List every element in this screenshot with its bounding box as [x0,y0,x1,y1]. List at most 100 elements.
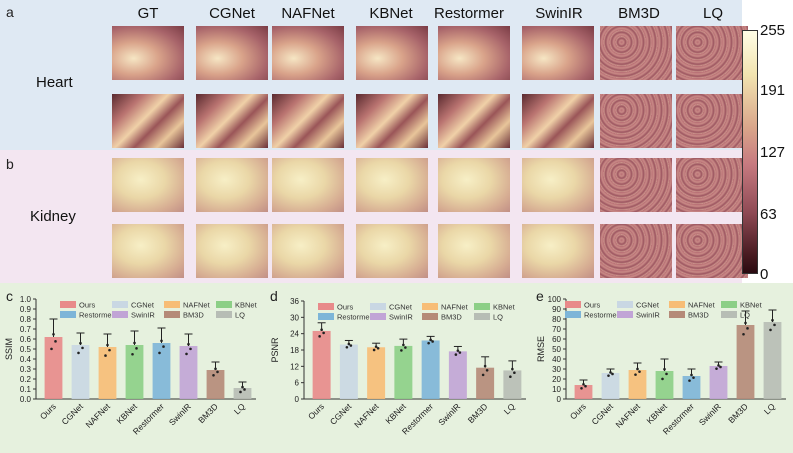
sample-point [717,364,720,367]
legend-label: Restormer [584,311,620,320]
legend-swatch [565,301,581,308]
bar-swinir [709,366,728,399]
x-tick-label: KBNet [114,401,139,426]
y-tick-label: 0.4 [20,355,32,364]
colorbar-tick-191: 191 [760,82,786,99]
x-tick-label: CGNet [59,401,85,427]
sample-point [79,341,82,345]
legend-label: NAFNet [183,301,211,310]
sample-point [431,340,434,343]
bar-kbnet [655,371,674,399]
sample-point [216,370,219,374]
sample-point [372,348,376,352]
image-tile [196,26,268,80]
y-tick-label: 90 [552,305,561,314]
sample-point [454,353,458,356]
x-tick-label: SwinIR [436,401,462,427]
bar-ours [312,330,331,399]
bar-restormer [421,340,440,399]
image-tile [272,224,344,278]
sample-point [456,349,460,352]
image-tile [272,158,344,212]
panel-letter-a: a [6,4,14,20]
y-tick-label: 0.7 [20,325,32,334]
bar-bm3d [206,370,225,399]
bar-cgnet [339,344,358,399]
legend-label: NAFNet [688,301,716,310]
y-tick-label: 30 [290,313,299,322]
bar-ours [44,337,63,399]
sample-point [773,323,776,327]
sample-point [77,351,80,355]
sample-point [483,364,487,368]
panel-letter-e: e [536,288,544,304]
x-tick-label: KBNet [383,401,408,426]
x-tick-label: KBNet [644,401,669,426]
sample-point [611,372,614,376]
sample-point [485,369,489,372]
y-tick-label: 0.8 [20,315,32,324]
legend-label: KBNet [235,301,258,310]
colorbar-tick-63: 63 [760,206,777,223]
sample-point [584,384,587,388]
y-tick-label: 0 [295,395,300,404]
legend-label: LQ [493,313,503,322]
bar-kbnet [394,345,413,399]
sample-point [404,346,407,349]
image-tile [356,158,428,212]
y-tick-label: 1.0 [20,295,32,304]
legend-swatch [318,313,334,320]
sample-point [376,346,380,350]
image-tile [112,158,184,212]
column-header-nafnet: NAFNet [281,5,335,22]
sample-point [54,340,57,343]
sample-point [688,379,691,382]
image-tile [676,158,748,212]
image-tile [196,224,268,278]
sample-point [661,377,664,381]
x-tick-label: NAFNet [83,401,112,430]
sample-point [609,371,612,374]
legend-label: SwinIR [131,311,155,320]
sample-point [634,373,637,376]
colorbar-tick-0: 0 [760,266,769,283]
image-tile [356,224,428,278]
sample-point [243,388,246,391]
sample-point [106,343,109,347]
image-tile [356,94,428,148]
sample-point [162,345,165,348]
sample-point [160,339,163,343]
sample-point [322,331,325,335]
sample-point [212,373,215,377]
image-tile [676,26,748,80]
y-tick-label: 60 [552,335,561,344]
sample-point [239,390,242,394]
legend-label: CGNet [389,303,413,312]
y-axis-label: RMSE [536,336,546,362]
y-tick-label: 80 [552,315,561,324]
sample-point [638,370,641,373]
sample-point [402,343,405,347]
sample-point [52,333,55,336]
legend-swatch [669,311,685,318]
y-tick-label: 30 [552,365,561,374]
sample-point [746,327,749,330]
sample-point [50,347,53,351]
row-label-kidney: Kidney [30,208,76,225]
sample-point [458,351,462,354]
legend-swatch [565,311,581,318]
sample-point [81,346,84,350]
image-tile [196,158,268,212]
image-tile [438,26,510,80]
legend-swatch [721,301,737,308]
legend-label: Restormer [79,311,115,320]
sample-point [349,344,353,347]
sample-point [582,382,585,386]
sample-point [187,342,190,346]
column-header-bm3d: BM3D [618,5,660,22]
bar-bm3d [736,325,755,399]
sample-point [580,387,583,390]
